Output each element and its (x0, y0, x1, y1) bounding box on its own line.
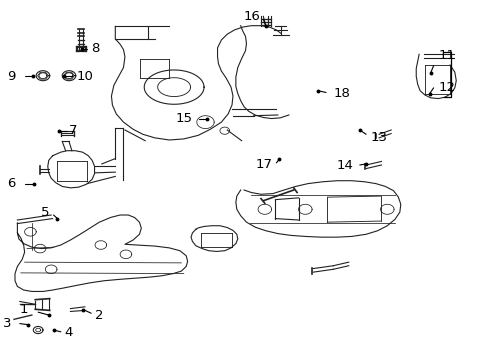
Text: 7: 7 (69, 124, 77, 137)
Text: 2: 2 (94, 309, 103, 321)
Text: 4: 4 (64, 327, 72, 339)
Text: 13: 13 (370, 131, 387, 144)
Text: 6: 6 (7, 177, 16, 190)
Text: 3: 3 (2, 317, 11, 330)
Text: 9: 9 (7, 70, 16, 83)
Text: 10: 10 (77, 70, 93, 83)
Text: 17: 17 (256, 158, 272, 171)
Text: 8: 8 (91, 42, 100, 55)
Text: 16: 16 (243, 10, 260, 23)
Text: 11: 11 (438, 49, 454, 62)
Text: 12: 12 (438, 81, 454, 94)
Text: 18: 18 (333, 87, 349, 100)
Text: 5: 5 (41, 206, 50, 219)
Text: 1: 1 (20, 303, 28, 316)
Text: 14: 14 (336, 159, 353, 172)
Text: 15: 15 (175, 112, 192, 125)
